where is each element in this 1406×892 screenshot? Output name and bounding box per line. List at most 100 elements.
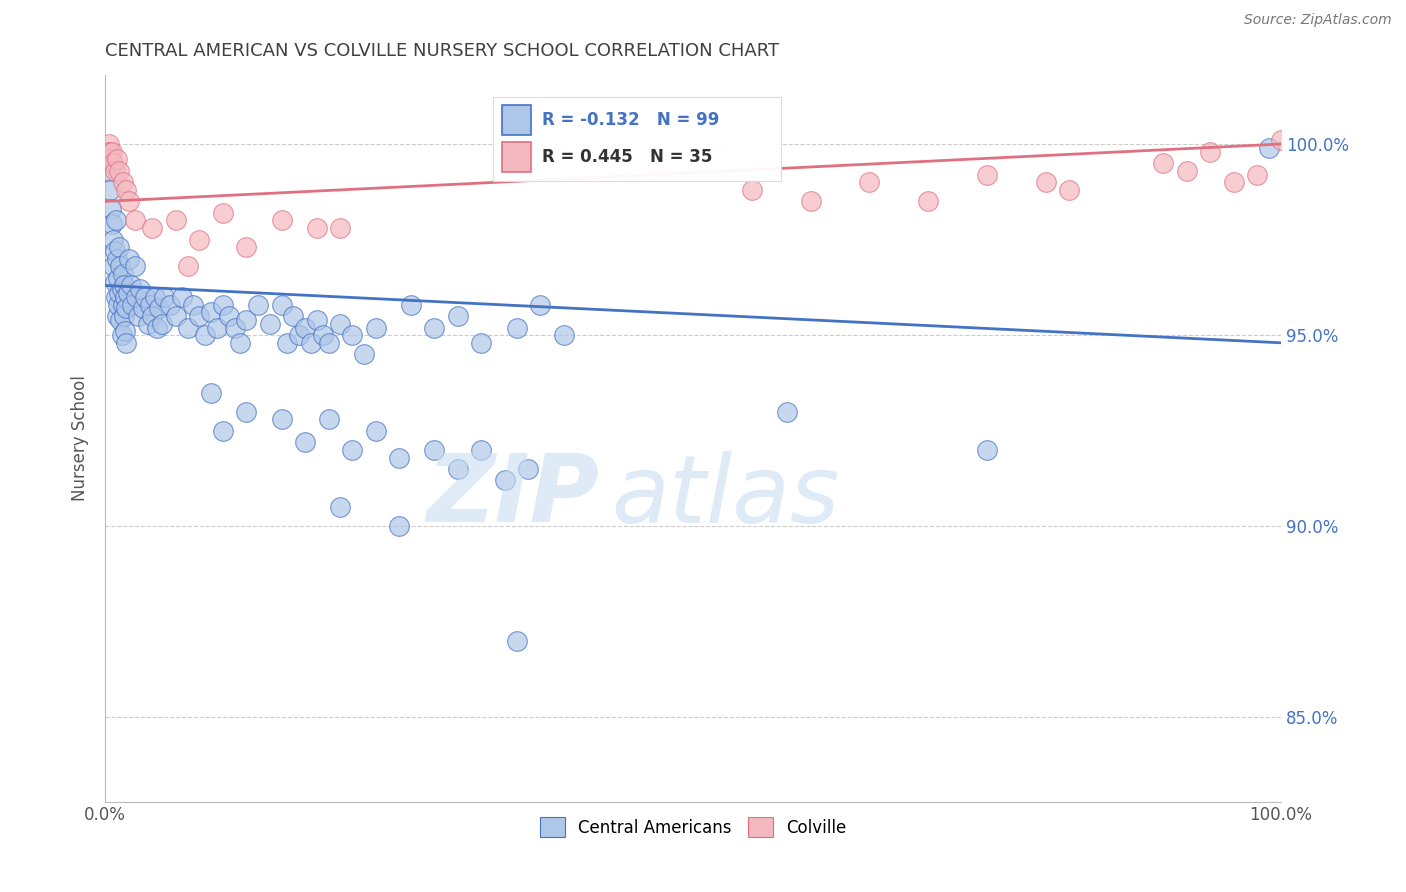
Point [141, 309, 163, 323]
Point [134, 290, 156, 304]
Point [104, 213, 127, 227]
Point [141, 221, 163, 235]
Point [100, 202, 122, 216]
Point [165, 213, 187, 227]
Point [115, 335, 138, 350]
Point [299, 335, 322, 350]
Point [117, 286, 139, 301]
Text: ZIP: ZIP [426, 450, 599, 542]
Point [100, 153, 122, 167]
Point [176, 320, 198, 334]
Point [118, 194, 141, 209]
Point [183, 297, 205, 311]
Point [211, 424, 233, 438]
Point [129, 282, 152, 296]
Point [1199, 145, 1222, 159]
Point [103, 233, 125, 247]
Point [200, 385, 222, 400]
Point [121, 297, 143, 311]
Point [107, 270, 129, 285]
Point [364, 320, 387, 334]
Point [1035, 175, 1057, 189]
Point [288, 328, 311, 343]
Point [112, 309, 135, 323]
Point [517, 462, 540, 476]
Point [506, 634, 529, 648]
Point [143, 290, 166, 304]
Point [108, 240, 131, 254]
Point [1258, 141, 1281, 155]
Point [205, 320, 228, 334]
Point [353, 347, 375, 361]
Point [305, 313, 328, 327]
Point [329, 500, 352, 515]
Point [270, 213, 292, 227]
Point [470, 442, 492, 457]
Point [97, 145, 120, 159]
Point [312, 328, 335, 343]
Point [103, 156, 125, 170]
Point [423, 442, 446, 457]
Point [340, 442, 363, 457]
Point [165, 309, 187, 323]
Point [127, 309, 149, 323]
Point [917, 194, 939, 209]
Point [364, 424, 387, 438]
Point [235, 240, 257, 254]
Point [194, 328, 217, 343]
Point [976, 168, 998, 182]
Point [110, 313, 132, 327]
Point [146, 320, 169, 334]
Point [124, 260, 146, 274]
Point [1246, 168, 1268, 182]
Point [111, 175, 134, 189]
Point [329, 221, 352, 235]
Point [388, 519, 411, 533]
Point [1223, 175, 1246, 189]
Point [470, 335, 492, 350]
Point [97, 136, 120, 151]
Point [1059, 183, 1081, 197]
Point [104, 163, 127, 178]
Point [283, 309, 305, 323]
Point [741, 183, 763, 197]
Point [388, 450, 411, 465]
Point [211, 297, 233, 311]
Point [111, 328, 134, 343]
Point [211, 206, 233, 220]
Point [224, 320, 246, 334]
Point [858, 175, 880, 189]
Point [170, 290, 193, 304]
Point [104, 290, 127, 304]
Point [318, 335, 340, 350]
Point [235, 313, 257, 327]
Point [104, 275, 127, 289]
Point [270, 297, 292, 311]
Point [423, 320, 446, 334]
Point [98, 183, 121, 197]
Point [108, 286, 131, 301]
Point [124, 213, 146, 227]
Point [98, 145, 121, 159]
Point [800, 194, 823, 209]
Point [494, 474, 516, 488]
Point [159, 297, 181, 311]
Point [111, 267, 134, 281]
Point [111, 297, 134, 311]
Point [105, 252, 128, 266]
Point [553, 328, 575, 343]
Point [1152, 156, 1174, 170]
Point [108, 163, 131, 178]
Point [118, 252, 141, 266]
Point [132, 301, 155, 316]
Point [259, 317, 281, 331]
Point [97, 163, 120, 178]
Point [318, 412, 340, 426]
Point [114, 290, 136, 304]
Point [276, 335, 298, 350]
Point [529, 297, 551, 311]
Point [115, 183, 138, 197]
Point [218, 309, 240, 323]
Point [114, 324, 136, 338]
Point [111, 282, 134, 296]
